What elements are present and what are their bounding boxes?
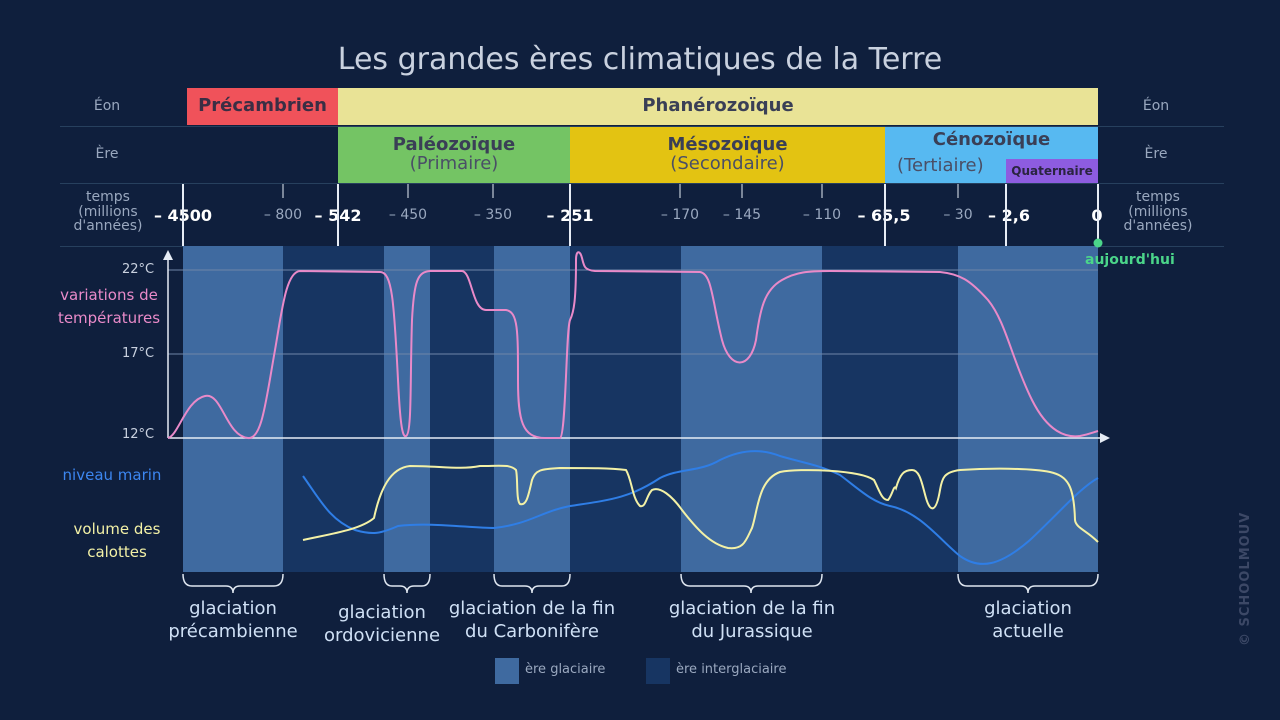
eon-phanerozoique: Phanérozoïque (338, 88, 1098, 125)
glaciation-ordovicienne-label: glaciation ordovicienne (323, 602, 441, 646)
temp-17-label: 17°C (122, 346, 155, 361)
eon-phanerozoique-label: Phanérozoïque (642, 95, 794, 117)
x-axis-arrow (1100, 433, 1110, 443)
tick-2-6: – 2,6 (988, 206, 1030, 225)
time-tick-marks (182, 184, 1099, 246)
legend-glacial-swatch (495, 658, 519, 684)
era-mesozoique-sub: (Secondaire) (670, 153, 785, 174)
era-paleozoique: Paléozoïque (Primaire) (338, 127, 570, 183)
glaciation-carbonifere-label: glaciation de la fin du Carbonifère (448, 598, 616, 642)
legend-interglacial-swatch (646, 658, 670, 684)
glacial-band-carbonifere (494, 246, 570, 572)
time-label-left: temps (millions d'années) (73, 189, 143, 235)
temp-12-label: 12°C (122, 427, 155, 442)
temperature-curve (167, 251, 1099, 439)
legend-glacial-label: ère glaciaire (525, 662, 606, 677)
tick-110: – 110 (802, 207, 842, 223)
era-quaternaire-label: Quaternaire (1011, 164, 1093, 178)
brace-carbonifere (493, 573, 571, 594)
glaciation-actuelle-label: glaciation actuelle (984, 598, 1072, 642)
eon-precambrien-label: Précambrien (198, 95, 327, 117)
era-label-left: Ère (95, 146, 119, 162)
era-mesozoique-label: Mésozoïque (667, 134, 788, 156)
temperature-variation-label: variations de températures (57, 286, 161, 327)
era-cenozoique: Cénozoïque (Tertiaire) Quaternaire (885, 127, 1098, 183)
eon-precambrien: Précambrien (187, 88, 338, 125)
eon-label-right: Éon (1142, 98, 1170, 114)
ice-volume-label: volume des calottes (73, 520, 161, 561)
page-title: Les grandes ères climatiques de la Terre (337, 42, 943, 77)
brace-actuelle (957, 573, 1099, 594)
time-label-right: temps (millions d'années) (1123, 189, 1193, 235)
era-cenozoique-label: Cénozoïque (932, 129, 1051, 150)
tick-350: – 350 (473, 207, 513, 223)
tick-800: – 800 (263, 207, 303, 223)
era-paleozoique-sub: (Primaire) (409, 153, 499, 174)
era-label-right: Ère (1144, 146, 1168, 162)
glaciation-braces (182, 573, 1099, 594)
legend-interglacial-label: ère interglaciaire (676, 662, 787, 677)
tick-450: – 450 (388, 207, 428, 223)
today-marker (1093, 238, 1103, 248)
era-quaternaire: Quaternaire (1006, 159, 1098, 183)
today-label: aujourd'hui (1085, 252, 1175, 268)
sea-level-label: niveau marin (62, 466, 162, 484)
watermark: © SCHOOLMOUV (1238, 511, 1253, 646)
ice-volume-curve (302, 464, 1099, 550)
divider-era (60, 183, 1224, 184)
divider-eon (60, 126, 1224, 127)
tick-65: – 65,5 (857, 206, 911, 225)
glaciation-jurassique-label: glaciation de la fin du Jurassique (668, 598, 836, 642)
glacial-band-jurassique (681, 246, 822, 572)
tick-170: – 170 (660, 207, 700, 223)
glaciation-precambrienne-label: glaciation précambienne (168, 598, 298, 642)
y-axis-arrow (163, 250, 173, 260)
tick-30: – 30 (943, 207, 973, 223)
tick-145: – 145 (722, 207, 762, 223)
tick-0: 0 (1091, 206, 1103, 225)
era-paleozoique-label: Paléozoïque (392, 134, 516, 156)
brace-precambrienne (182, 573, 284, 594)
brace-jurassique (680, 573, 823, 594)
era-cenozoique-sub: (Tertiaire) (897, 155, 984, 176)
temp-22-label: 22°C (122, 262, 155, 277)
brace-ordovicienne (383, 573, 431, 594)
eon-label-left: Éon (93, 98, 121, 114)
era-mesozoique: Mésozoïque (Secondaire) (570, 127, 885, 183)
sea-level-curve (302, 450, 1099, 565)
glacial-band-precambrienne (183, 246, 283, 572)
